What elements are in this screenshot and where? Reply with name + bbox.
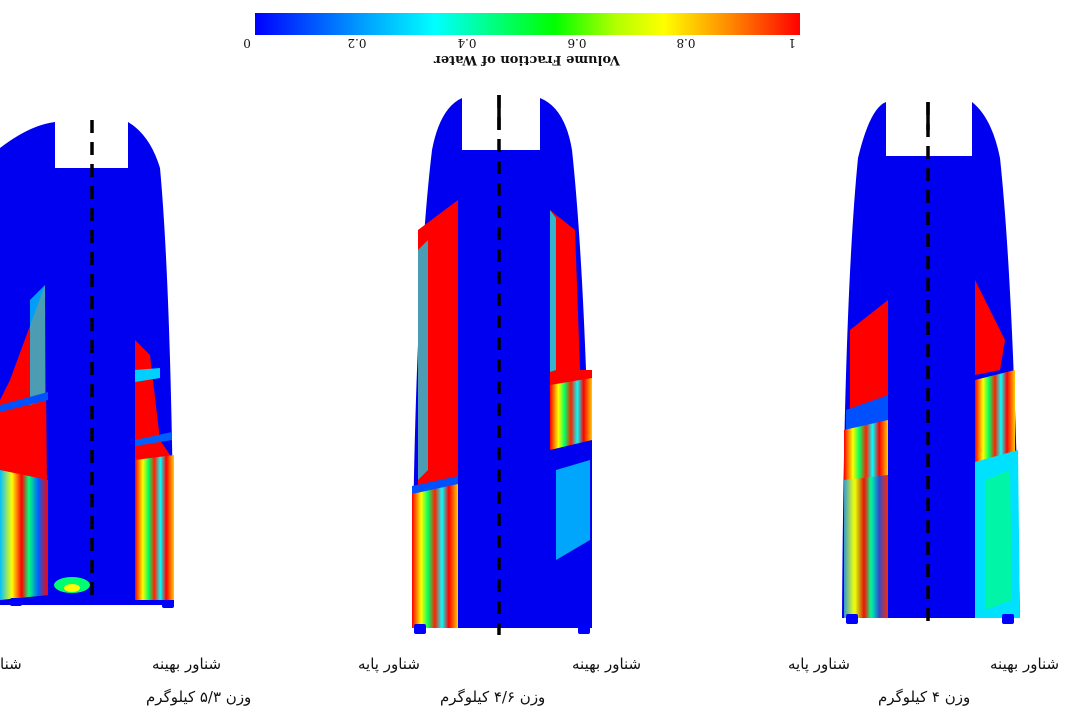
panel-2-weight: وزن ۴/۶ کیلوگرم — [440, 688, 546, 706]
panel-2-hull — [412, 95, 592, 635]
panel-1-label-right: شناور بهینه — [152, 655, 222, 673]
panel-3-label-right: شناور بهینه — [990, 655, 1060, 673]
panel-3-hull — [842, 102, 1020, 625]
panel-3-weight: وزن ۴ کیلوگرم — [878, 688, 971, 706]
panel-1-label-left: شنا — [0, 655, 22, 673]
panel-2-label-left: شناور پایه — [358, 655, 420, 673]
panel-1-weight: وزن ۵/۳ کیلوگرم — [146, 688, 252, 706]
colorbar — [255, 13, 800, 35]
panel-2-label-right: شناور بهینه — [572, 655, 642, 673]
panel-1-hull — [0, 120, 174, 608]
panel-3-label-left: شناور پایه — [788, 655, 850, 673]
